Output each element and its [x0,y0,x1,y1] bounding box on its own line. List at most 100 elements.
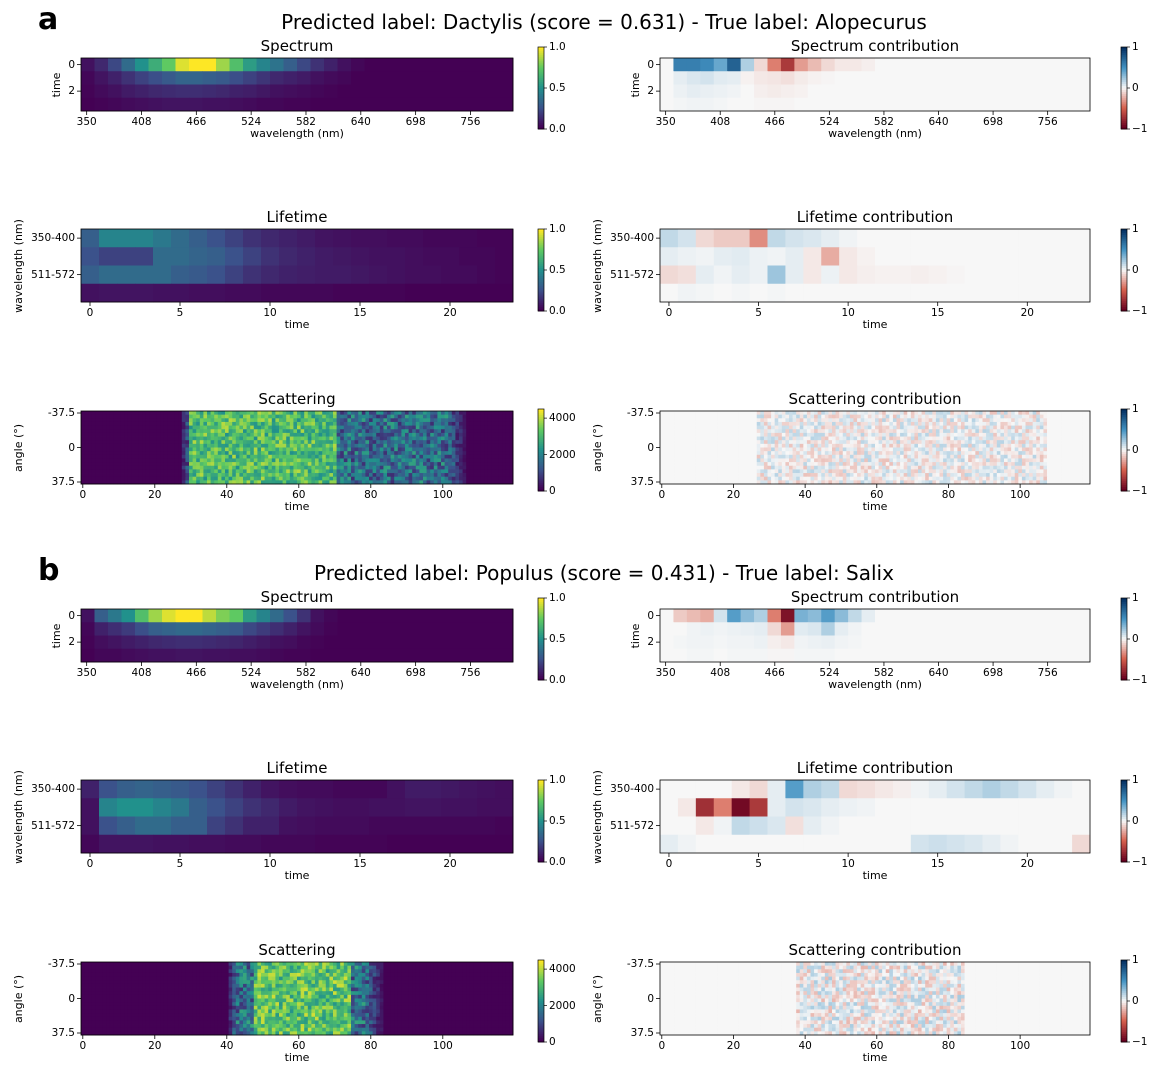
heatmap-cell [127,458,132,463]
heatmap-cell [203,440,208,445]
heatmap-cell [1032,462,1037,467]
heatmap-cell [1061,436,1066,441]
heatmap-cell [372,440,377,445]
heatmap-cell [261,451,265,456]
heatmap-cell [243,462,247,467]
heatmap-cell [1072,229,1091,248]
heatmap-cell [1018,429,1023,434]
heatmap-cell [692,432,697,437]
heatmap-cell [131,425,136,430]
heatmap-cell [408,462,413,467]
heatmap-cell [860,440,865,445]
heatmap-cell [196,473,201,478]
heatmap-cell [957,462,962,467]
heatmap-cell [109,432,114,437]
heatmap-cell [738,432,743,437]
heatmap-cell [835,447,840,452]
heatmap-cell [1079,425,1084,430]
heatmap-cell [300,443,305,448]
heatmap-cell [692,436,697,441]
heatmap-cell [419,418,424,423]
heatmap-cell [102,440,107,445]
heatmap-cell [484,454,489,459]
heatmap-cell [333,451,337,456]
heatmap-cell [433,443,438,448]
heatmap-cell [347,480,352,485]
heatmap-cell [921,414,926,419]
heatmap-cell [871,443,876,448]
heatmap-cell [433,476,438,481]
heatmap-cell [189,454,193,459]
heatmap-cell [329,432,334,437]
heatmap-cell [423,451,427,456]
heatmap-cell [322,418,327,423]
heatmap-cell [1075,418,1080,423]
heatmap-cell [408,440,413,445]
heatmap-cell [423,418,427,423]
heatmap-cell [710,440,715,445]
heatmap-cell [505,443,510,448]
colorbar-segment [1121,288,1127,291]
heatmap-cell [171,247,190,266]
heatmap-cell [268,473,273,478]
heatmap-cell [279,247,298,266]
heatmap-cell [781,421,786,426]
heatmap-cell [261,265,280,285]
heatmap-cell [953,440,958,445]
heatmap-cell [156,465,161,470]
heatmap-cell [383,476,388,481]
heatmap-cell [824,454,829,459]
heatmap-cell [1047,436,1051,441]
heatmap-cell [311,469,316,474]
heatmap-cell [810,462,815,467]
heatmap-cell [333,480,337,485]
heatmap-cell [124,411,129,416]
heatmap-cell [448,458,453,463]
heatmap-cell [437,454,442,459]
heatmap-cell [256,97,271,112]
heatmap-cell [473,451,478,456]
heatmap-cell [84,476,89,481]
heatmap-cell [749,229,768,248]
heatmap-cell [1049,84,1064,99]
heatmap-cell [138,443,143,448]
heatmap-cell [875,58,889,72]
heatmap-cell [763,458,768,463]
heatmap-cell [1086,447,1091,452]
heatmap-cell [462,425,467,430]
heatmap-cell [419,421,424,426]
heatmap-cell [333,425,337,430]
heatmap-cell [412,432,417,437]
heatmap-cell [728,462,733,467]
heatmap-cell [1007,425,1012,430]
colorbar-segment [538,79,544,83]
heatmap-cell [369,440,373,445]
heatmap-cell [832,462,836,467]
heatmap-cell [1007,447,1012,452]
heatmap-cell [466,465,471,470]
heatmap-cell [451,469,456,474]
colorbar-segment [538,88,544,91]
a-lifetime-contrib-x-tick: 20 [1020,307,1034,319]
heatmap-cell [109,418,114,423]
heatmap-cell [918,443,922,448]
heatmap-cell [473,432,478,437]
heatmap-cell [253,458,258,463]
heatmap-cell [372,480,377,485]
heatmap-cell [509,421,514,426]
heatmap-cell [925,421,930,426]
heatmap-cell [896,411,901,416]
heatmap-cell [778,425,783,430]
heatmap-cell [117,451,121,456]
heatmap-cell [448,451,453,456]
heatmap-cell [415,454,420,459]
heatmap-cell [279,443,283,448]
heatmap-cell [1014,414,1019,419]
heatmap-cell [1000,414,1005,419]
heatmap-cell [677,425,682,430]
heatmap-cell [1075,421,1080,426]
heatmap-cell [329,443,334,448]
heatmap-cell [91,473,96,478]
a-lifetime-contrib-xlabel: time [862,318,888,331]
heatmap-cell [821,418,826,423]
